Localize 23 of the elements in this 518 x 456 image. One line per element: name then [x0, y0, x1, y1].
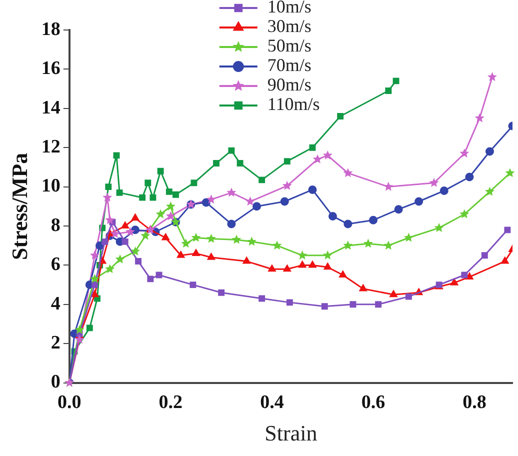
y-tick-label: 6: [50, 254, 60, 276]
y-tick-label: 14: [41, 97, 61, 118]
x-tick-label: 0.8: [462, 392, 486, 414]
y-tick-label: 4: [50, 293, 61, 314]
y-tick-label: 12: [41, 136, 60, 158]
y-tick-label: 0: [50, 372, 60, 393]
x-tick-label: 0.2: [158, 392, 183, 414]
y-tick-label: 18: [41, 18, 60, 40]
legend-label: 30m/s: [267, 16, 312, 36]
y-tick-label: 8: [50, 214, 60, 236]
y-tick-label: 10: [41, 176, 60, 197]
x-tick-label: 0.4: [260, 392, 284, 414]
y-tick-label: 16: [41, 58, 60, 80]
y-tick-label: 2: [50, 332, 60, 354]
legend-label: 10m/s: [267, 0, 312, 17]
legend-label: 70m/s: [267, 55, 312, 76]
x-tick-label: 0.6: [361, 392, 386, 414]
legend-label: 90m/s: [267, 74, 312, 95]
x-tick-label: 0.0: [58, 392, 82, 414]
legend-label: 110m/s: [267, 94, 320, 114]
y-axis-title: Stress/MPa: [6, 152, 32, 260]
x-axis-title: Strain: [264, 420, 318, 446]
legend-label: 50m/s: [267, 36, 312, 56]
